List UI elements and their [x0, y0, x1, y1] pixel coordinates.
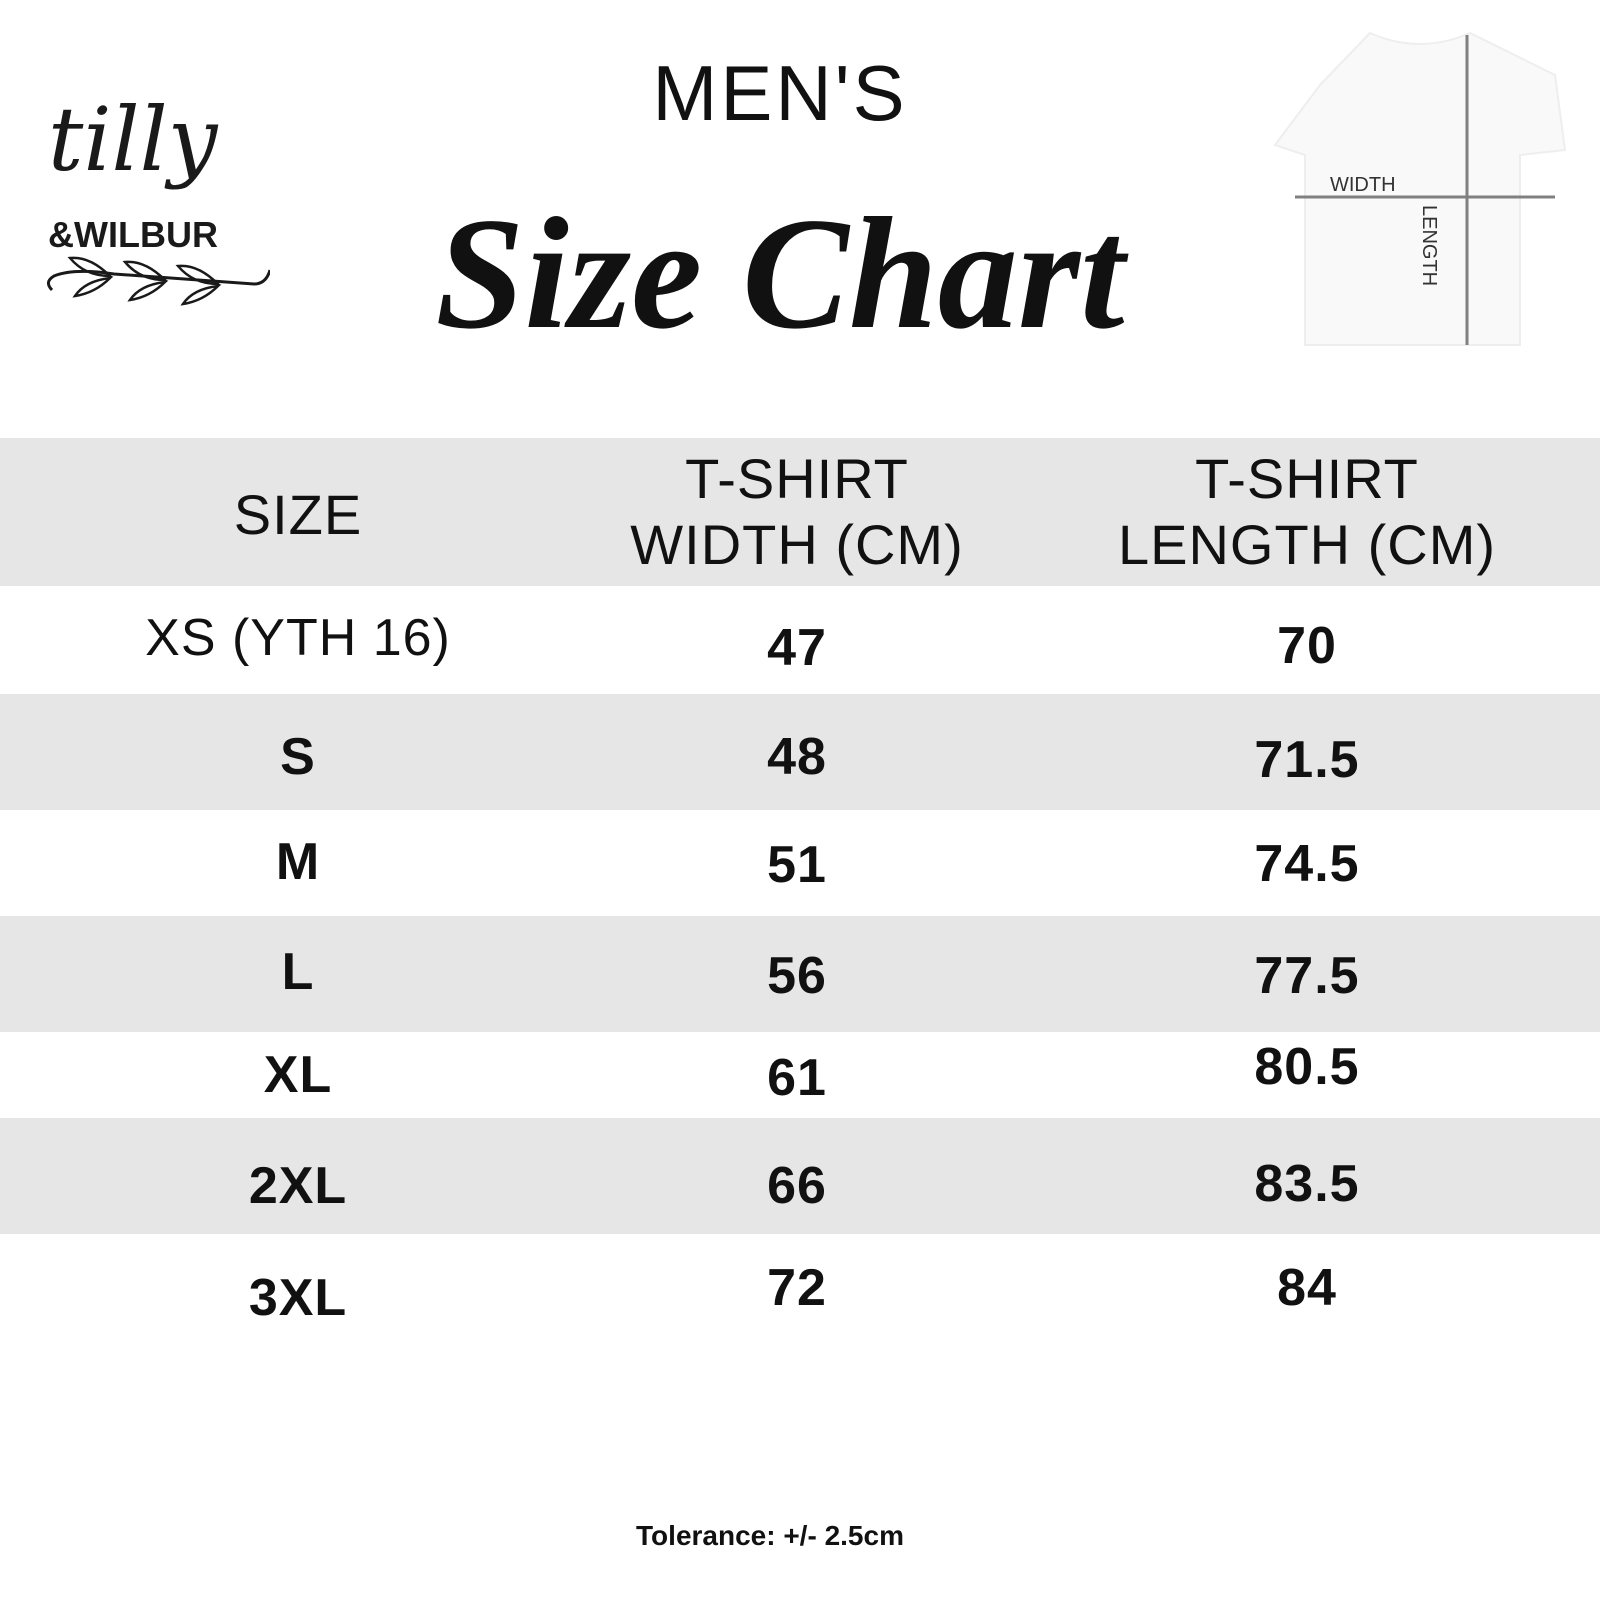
header-line: LENGTH (CM): [1117, 513, 1497, 576]
length-cell: 84: [1277, 1259, 1337, 1317]
length-cell: 83.5: [1254, 1155, 1360, 1213]
table-row: XS (YTH 16) 47 70: [0, 586, 1600, 694]
column-header-length: T-SHIRT LENGTH (CM): [1118, 446, 1496, 578]
length-cell: 71.5: [1254, 731, 1360, 789]
svg-text:&WILBUR: &WILBUR: [48, 214, 218, 255]
length-label: LENGTH: [1418, 205, 1440, 286]
table-row: 3XL 72 84: [0, 1234, 1600, 1350]
width-cell: 66: [767, 1157, 827, 1215]
table-row: L 56 77.5: [0, 916, 1600, 1032]
column-header-width: T-SHIRT WIDTH (CM): [630, 446, 963, 578]
size-cell: 2XL: [248, 1157, 348, 1215]
tshirt-diagram: WIDTH LENGTH: [1273, 31, 1567, 346]
length-cell: 80.5: [1254, 1038, 1360, 1096]
width-cell: 47: [767, 619, 827, 677]
table-row: XL 61 80.5: [0, 1032, 1600, 1118]
size-cell: S: [280, 728, 316, 786]
tilly-and-wilbur-logo: tilly &WILBUR: [47, 88, 270, 306]
width-cell: 61: [767, 1049, 827, 1107]
size-cell: XL: [263, 1046, 333, 1104]
size-cell: 3XL: [248, 1269, 348, 1327]
header-line: WIDTH (CM): [630, 513, 964, 576]
table-row: S 48 71.5: [0, 694, 1600, 810]
length-cell: 74.5: [1254, 835, 1360, 893]
column-header-size: SIZE: [233, 483, 363, 546]
size-cell: M: [275, 833, 321, 891]
svg-text:tilly: tilly: [48, 88, 219, 191]
page-title: Size Chart: [435, 184, 1125, 362]
table-row: 2XL 66 83.5: [0, 1118, 1600, 1234]
length-cell: 77.5: [1254, 947, 1360, 1005]
subtitle: MEN'S: [652, 49, 908, 137]
width-cell: 51: [767, 836, 827, 894]
width-cell: 48: [767, 728, 827, 786]
tolerance-note: Tolerance: +/- 2.5cm: [636, 1520, 904, 1551]
width-label: WIDTH: [1330, 174, 1396, 196]
size-table: SIZE T-SHIRT WIDTH (CM) T-SHIRT LENGTH (…: [0, 438, 1600, 1350]
size-cell: XS (YTH 16): [145, 609, 451, 667]
size-cell: L: [281, 943, 315, 1001]
table-header: SIZE T-SHIRT WIDTH (CM) T-SHIRT LENGTH (…: [0, 438, 1600, 586]
header-line: T-SHIRT: [685, 447, 909, 510]
width-cell: 56: [767, 947, 827, 1005]
header-line: T-SHIRT: [1195, 447, 1419, 510]
width-cell: 72: [767, 1259, 827, 1317]
table-row: M 51 74.5: [0, 810, 1600, 916]
length-cell: 70: [1277, 617, 1337, 675]
